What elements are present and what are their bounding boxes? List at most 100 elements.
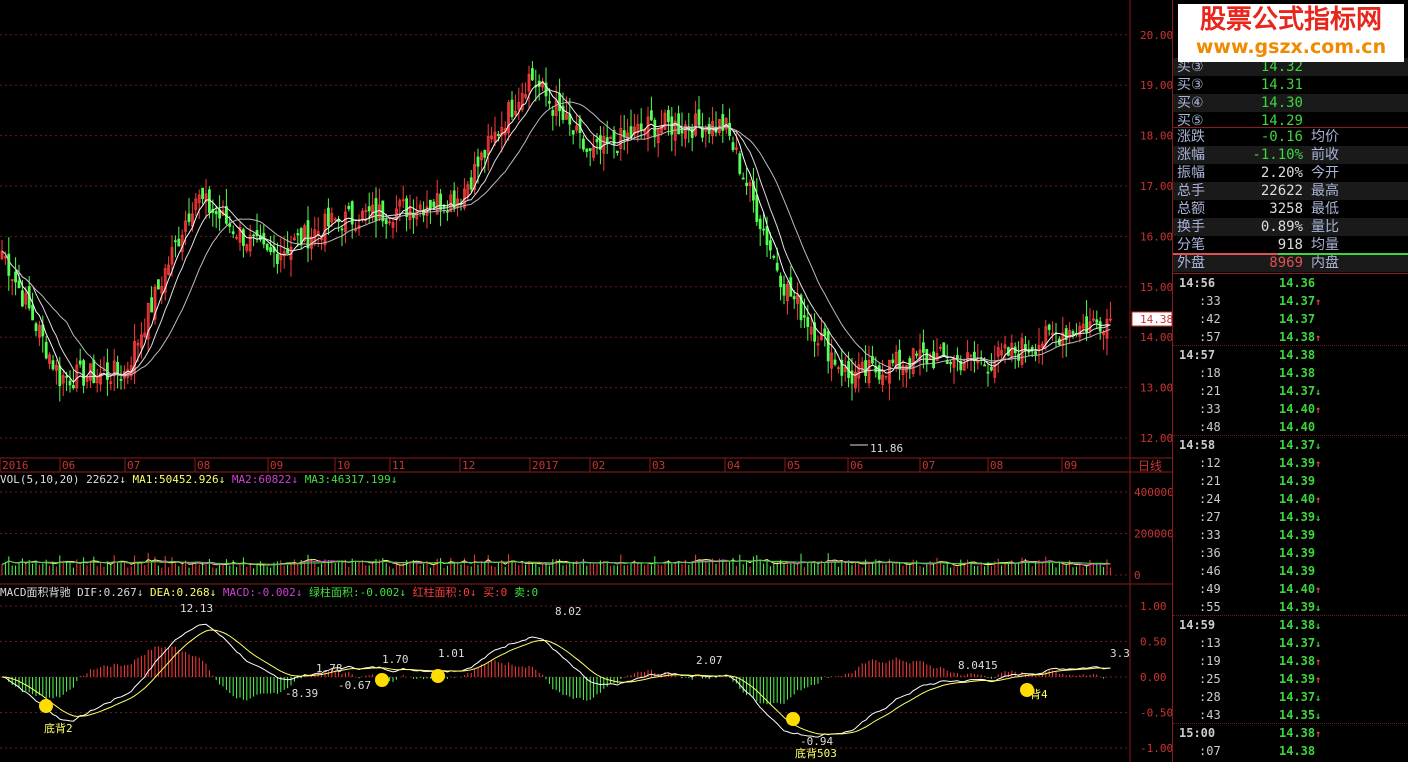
- macd-annotation: 8.02: [555, 605, 582, 618]
- candle: [1051, 321, 1054, 341]
- bid-price: 14.32: [1260, 59, 1303, 75]
- candle: [449, 190, 453, 213]
- candle-body: [548, 100, 551, 104]
- candle: [969, 354, 973, 371]
- candle-body: [633, 126, 636, 135]
- candle: [381, 200, 385, 227]
- candle-body: [238, 226, 242, 243]
- stat-row: 涨跌 -0.16 均价: [1173, 128, 1408, 146]
- tick-price: 14.39↑: [1279, 672, 1322, 686]
- stat-label: 分笔: [1177, 237, 1205, 253]
- stat-value: 2.20%: [1260, 165, 1303, 181]
- last-price-label: 14.38: [1140, 313, 1172, 326]
- stock-chart[interactable]: 20.00 19.00 18.00 17.00 16.00 15.00 14.00 13.00…: [0, 0, 1172, 762]
- candle-body: [265, 243, 269, 251]
- tick-price: 14.37: [1279, 312, 1316, 326]
- candle: [55, 359, 58, 385]
- candle: [153, 283, 157, 325]
- candle-body: [136, 343, 140, 346]
- candle: [792, 290, 796, 309]
- candle-body: [248, 234, 252, 252]
- candle-body: [150, 297, 154, 313]
- candle-body: [990, 366, 993, 371]
- month-label: 11: [392, 459, 405, 472]
- month-label: 08: [197, 459, 210, 472]
- ma-line-5: [1, 81, 1111, 384]
- candle-body: [398, 200, 402, 207]
- candle-body: [809, 326, 813, 335]
- candle: [959, 355, 963, 376]
- candle-body: [1068, 329, 1071, 338]
- candle-body: [184, 220, 188, 232]
- candle-body: [445, 210, 449, 213]
- candle: [898, 339, 901, 381]
- tick-time: :21: [1199, 384, 1221, 398]
- bid-label: 买③: [1177, 59, 1204, 75]
- candle: [741, 172, 745, 180]
- candle-body: [7, 253, 11, 276]
- candle: [762, 212, 765, 236]
- candle-body: [1051, 332, 1054, 336]
- candle: [544, 67, 548, 107]
- candle-body: [160, 285, 164, 294]
- candle: [156, 279, 160, 290]
- month-label: 10: [337, 459, 350, 472]
- tick-row: 14:57 14.38: [1173, 346, 1408, 364]
- candle: [939, 344, 942, 352]
- candle-body: [44, 341, 48, 359]
- candle-body: [721, 114, 725, 131]
- tick-row: :21 14.37↓: [1173, 382, 1408, 400]
- stat-value: 3258: [1269, 201, 1303, 217]
- candle-body: [163, 268, 167, 293]
- price-tick-label: 19.00: [1140, 79, 1172, 92]
- candle: [837, 365, 840, 374]
- stat-label-2: 均价: [1311, 129, 1339, 145]
- candle: [391, 217, 395, 239]
- candle-body: [820, 333, 823, 340]
- bid-price: 14.30: [1260, 95, 1303, 111]
- candle-body: [697, 109, 701, 126]
- candle: [197, 189, 201, 220]
- candle-body: [891, 359, 895, 364]
- candle: [813, 313, 816, 357]
- candle: [721, 104, 725, 143]
- candle-body: [762, 228, 765, 231]
- candle: [728, 108, 731, 141]
- tick-row: :21 14.39: [1173, 472, 1408, 490]
- stat-row: 振幅 2.20% 今开: [1173, 164, 1408, 182]
- tick-row: :57 14.38↑: [1173, 328, 1408, 346]
- tick-price: 14.38↑: [1279, 330, 1322, 344]
- candle-body: [837, 367, 840, 370]
- candle-body: [962, 363, 966, 371]
- candle: [850, 358, 854, 401]
- candle: [241, 227, 245, 258]
- candle: [826, 328, 830, 374]
- tick-price: 14.39↑: [1279, 456, 1322, 470]
- tick-row: :49 14.40↑: [1173, 580, 1408, 598]
- candle-body: [24, 292, 28, 305]
- macd-annotation: 12.13: [180, 602, 213, 615]
- candle: [269, 236, 273, 256]
- candle: [456, 187, 460, 217]
- candle-body: [381, 200, 385, 222]
- candle-body: [677, 113, 680, 135]
- candle: [394, 195, 398, 233]
- candle-body: [65, 375, 68, 378]
- macd-dif: DIF:0.267: [77, 586, 137, 599]
- candle-body: [275, 253, 279, 265]
- candle: [915, 350, 918, 359]
- candle: [432, 198, 436, 210]
- candle-body: [996, 347, 1000, 357]
- candle: [626, 118, 629, 154]
- candle-body: [894, 351, 898, 367]
- candle: [786, 280, 789, 315]
- candle: [1064, 324, 1068, 357]
- stat-row: 外盘 8969 内盘: [1173, 254, 1408, 272]
- candle-body: [241, 229, 245, 246]
- candle-body: [384, 219, 388, 224]
- tick-price: 14.40↑: [1279, 402, 1322, 416]
- candle: [469, 169, 473, 193]
- candle: [170, 235, 174, 277]
- candle: [592, 134, 595, 162]
- candle-body: [956, 354, 959, 359]
